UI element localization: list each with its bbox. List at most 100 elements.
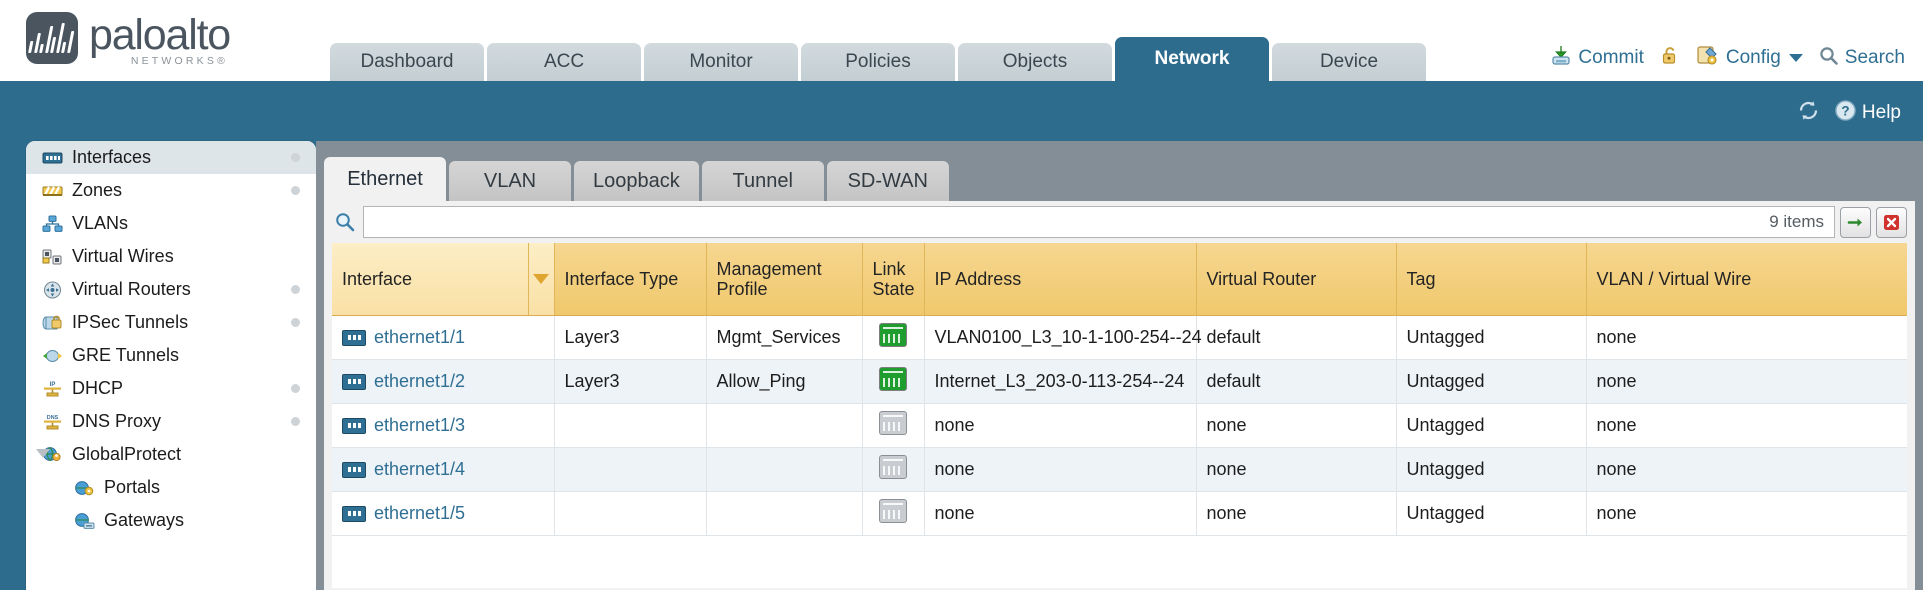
column-header-virtual-router[interactable]: Virtual Router — [1196, 243, 1397, 316]
cell-interface[interactable]: ethernet1/4 — [332, 447, 555, 492]
sort-descending-icon[interactable] — [528, 243, 555, 316]
tab-tunnel[interactable]: Tunnel — [701, 161, 824, 201]
sidebar-item-gre-tunnels[interactable]: GRE Tunnels — [26, 339, 316, 372]
lock-button[interactable] — [1659, 44, 1681, 72]
cell-interface-type — [554, 447, 707, 492]
interface-link[interactable]: ethernet1/3 — [374, 415, 466, 435]
cell-management-profile — [706, 403, 863, 448]
sidebar-item-virtual-wires[interactable]: Virtual Wires — [26, 240, 316, 273]
cell-vlan-virtual-wire: none — [1586, 447, 1907, 492]
sidebar-item-interfaces[interactable]: Interfaces — [26, 141, 316, 174]
virtual-routers-icon — [40, 280, 64, 300]
cell-interface[interactable]: ethernet1/1 — [332, 315, 555, 360]
interface-link[interactable]: ethernet1/4 — [374, 459, 466, 479]
chevron-down-icon — [1788, 54, 1803, 62]
band-tools: ? Help — [1796, 98, 1901, 128]
cell-link-state — [862, 447, 925, 492]
cell-interface[interactable]: ethernet1/3 — [332, 403, 555, 448]
expand-collapse-triangle-icon[interactable] — [36, 449, 50, 458]
nav-tab-monitor[interactable]: Monitor — [644, 43, 798, 81]
cell-link-state — [862, 359, 925, 404]
sidebar-item-dhcp[interactable]: IP DHCP — [26, 372, 316, 405]
cell-ip-address: none — [924, 491, 1197, 536]
sidebar-item-label: DHCP — [72, 378, 124, 398]
sidebar-item-globalprotect[interactable]: GlobalProtect — [26, 438, 316, 471]
sidebar-item-ipsec-tunnels[interactable]: IPSec Tunnels — [26, 306, 316, 339]
link-state-up-icon — [879, 323, 907, 347]
paloalto-logo: paloalto NETWORKS® — [26, 11, 231, 67]
interface-type-tabs: Ethernet VLAN Loopback Tunnel SD-WAN — [324, 157, 949, 201]
interfaces-table: Interface Interface Type Management Profil… — [332, 243, 1907, 536]
nav-tab-network[interactable]: Network — [1115, 37, 1269, 81]
apply-filter-button[interactable] — [1840, 206, 1871, 238]
sidebar-item-dns-proxy[interactable]: DNS DNS Proxy — [26, 405, 316, 438]
nav-tab-policies[interactable]: Policies — [801, 43, 955, 81]
gateways-icon — [72, 511, 96, 531]
cell-interface[interactable]: ethernet1/5 — [332, 491, 555, 536]
filter-search-icon[interactable] — [332, 209, 358, 235]
sidebar-item-label: Virtual Routers — [72, 279, 191, 299]
column-header-ip-address[interactable]: IP Address — [924, 243, 1197, 316]
search-label: Search — [1844, 47, 1905, 68]
column-header-interface[interactable]: Interface — [332, 243, 529, 316]
column-header-management-profile[interactable]: Management Profile — [706, 243, 863, 316]
logo-wordmark: paloalto — [89, 11, 231, 59]
help-button[interactable]: ? Help — [1834, 99, 1901, 128]
interface-link[interactable]: ethernet1/5 — [374, 503, 466, 523]
clear-filter-button[interactable] — [1876, 206, 1907, 238]
svg-text:?: ? — [1841, 103, 1849, 118]
tab-ethernet[interactable]: Ethernet — [324, 157, 446, 201]
cell-interface[interactable]: ethernet1/2 — [332, 359, 555, 404]
interface-link[interactable]: ethernet1/1 — [374, 327, 466, 347]
portals-icon — [72, 478, 96, 498]
column-header-link-state[interactable]: Link State — [862, 243, 925, 316]
cell-link-state — [862, 315, 925, 360]
sidebar-item-vlans[interactable]: VLANs — [26, 207, 316, 240]
cell-vlan-virtual-wire: none — [1586, 359, 1907, 404]
nav-tab-objects[interactable]: Objects — [958, 43, 1112, 81]
table-row[interactable]: ethernet1/1 Layer3 Mgmt_Services VLAN0100_L… — [332, 315, 1907, 360]
tab-loopback[interactable]: Loopback — [574, 161, 699, 201]
filter-input-wrap[interactable]: 9 items — [363, 206, 1835, 238]
table-row[interactable]: ethernet1/2 Layer3 Allow_Ping Internet_L3_2… — [332, 359, 1907, 404]
sidebar-item-portals[interactable]: Portals — [26, 471, 316, 504]
header-tools: Commit — [1550, 44, 1905, 72]
refresh-icon[interactable] — [1796, 98, 1821, 128]
config-menu[interactable]: Config — [1696, 44, 1803, 72]
nav-tab-dashboard[interactable]: Dashboard — [330, 43, 484, 81]
commit-label: Commit — [1578, 47, 1644, 68]
column-header-interface-type[interactable]: Interface Type — [554, 243, 707, 316]
dhcp-icon: IP — [40, 379, 64, 399]
sidebar-item-zones[interactable]: Zones — [26, 174, 316, 207]
table-body: ethernet1/1 Layer3 Mgmt_Services VLAN0100_L… — [332, 315, 1907, 536]
table-row[interactable]: ethernet1/4 none none Untagged none — [332, 447, 1907, 492]
sidebar-item-virtual-routers[interactable]: Virtual Routers — [26, 273, 316, 306]
table-row[interactable]: ethernet1/5 none none Untagged none — [332, 491, 1907, 536]
cell-management-profile — [706, 447, 863, 492]
nav-tab-device[interactable]: Device — [1272, 43, 1426, 81]
table-row[interactable]: ethernet1/3 none none Untagged none — [332, 403, 1907, 448]
interface-icon — [342, 373, 366, 390]
sidebar-item-status-dot — [291, 318, 300, 327]
commit-button[interactable]: Commit — [1550, 44, 1644, 72]
cell-management-profile — [706, 491, 863, 536]
sidebar-item-gateways[interactable]: Gateways — [26, 504, 316, 537]
cell-interface-type — [554, 403, 707, 448]
interfaces-panel: 9 items — [324, 201, 1915, 590]
svg-text:IP: IP — [49, 382, 55, 388]
vlans-icon — [40, 214, 64, 234]
interface-icon — [342, 505, 366, 522]
nav-tab-acc[interactable]: ACC — [487, 43, 641, 81]
tab-vlan[interactable]: VLAN — [449, 161, 571, 201]
cell-interface-type — [554, 491, 707, 536]
cell-link-state — [862, 403, 925, 448]
sidebar-item-label: Gateways — [104, 510, 185, 530]
interfaces-table-wrap[interactable]: Interface Interface Type Management Profil… — [332, 243, 1907, 588]
cell-ip-address: none — [924, 447, 1197, 492]
item-count-label: 9 items — [1769, 212, 1824, 231]
column-header-vlan-virtual-wire[interactable]: VLAN / Virtual Wire — [1586, 243, 1907, 316]
column-header-tag[interactable]: Tag — [1396, 243, 1587, 316]
tab-sd-wan[interactable]: SD-WAN — [826, 161, 949, 201]
interface-link[interactable]: ethernet1/2 — [374, 371, 466, 391]
search-button[interactable]: Search — [1818, 45, 1905, 72]
